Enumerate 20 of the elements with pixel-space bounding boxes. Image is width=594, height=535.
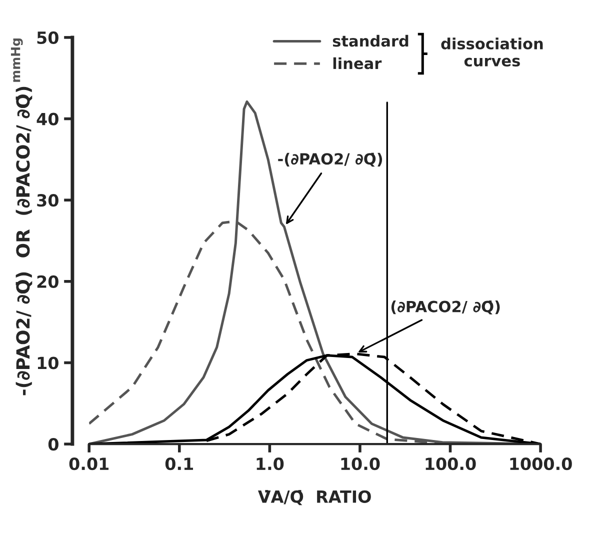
y-tick-label: 0 — [48, 438, 58, 451]
x-tick-label: 1.0 — [256, 458, 284, 470]
x-tick-label: 100.0 — [426, 458, 476, 470]
x-tick-label: 1000.0 — [510, 458, 572, 470]
y2-axis-title: mmHg — [10, 38, 23, 82]
y-axis-title: -(∂PAO2/ ∂Q̇) OR (∂PACO2/ ∂Q̇) — [16, 86, 32, 396]
legend-label: standard — [332, 34, 408, 47]
y-tick-label: 40 — [36, 112, 58, 126]
annotation: -(∂PAO2/ ∂Q̇) — [278, 152, 382, 167]
legend-label: linear — [333, 57, 382, 70]
y-tick-label: 50 — [37, 31, 58, 44]
y-tick-label: 20 — [37, 275, 58, 288]
y-tick-label: 30 — [37, 194, 58, 207]
annotation: (∂PACO2/ ∂Q̇) — [391, 300, 500, 314]
x-tick-label: 0.01 — [69, 458, 109, 470]
y-tick-label: 10 — [38, 356, 58, 370]
legend-title: dissociation curves — [441, 38, 543, 67]
x-axis-title: V̇A/Q̇ RATIO — [258, 490, 371, 506]
x-tick-label: 0.1 — [165, 458, 194, 470]
x-tick-label: 10.0 — [341, 458, 380, 470]
